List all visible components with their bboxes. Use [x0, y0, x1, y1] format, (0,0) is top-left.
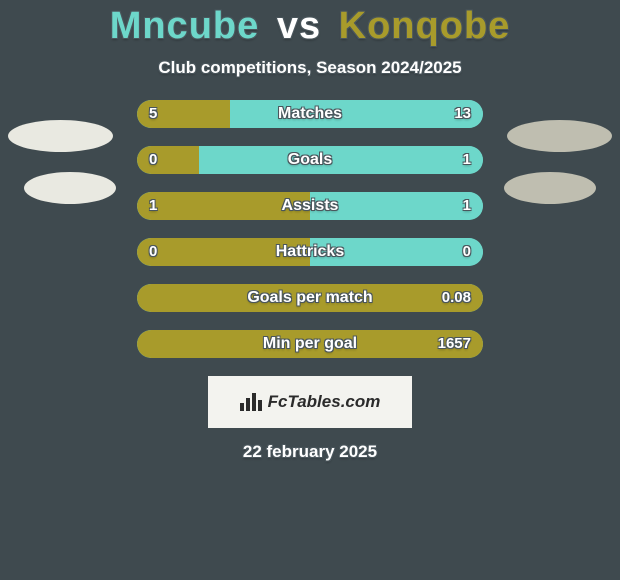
stat-label: Hattricks: [137, 238, 483, 266]
stat-label: Min per goal: [137, 330, 483, 358]
stat-bar: 1657Min per goal: [137, 330, 483, 358]
footer-date: 22 february 2025: [0, 442, 620, 462]
comparison-infographic: Mncube vs Konqobe Club competitions, Sea…: [0, 0, 620, 580]
bars-chart-icon: [240, 393, 262, 411]
brand-badge: FcTables.com: [208, 376, 412, 428]
page-title: Mncube vs Konqobe: [0, 0, 620, 48]
title-vs: vs: [277, 5, 321, 47]
brand-badge-text: FcTables.com: [268, 392, 381, 412]
page-subtitle: Club competitions, Season 2024/2025: [0, 58, 620, 78]
stat-bar: 0.08Goals per match: [137, 284, 483, 312]
stat-bar: 00Hattricks: [137, 238, 483, 266]
stat-label: Goals per match: [137, 284, 483, 312]
stat-bar: 513Matches: [137, 100, 483, 128]
stat-label: Assists: [137, 192, 483, 220]
decor-ellipse-left-1: [8, 120, 113, 152]
decor-ellipse-right-2: [504, 172, 596, 204]
stat-label: Matches: [137, 100, 483, 128]
comparison-bars: 513Matches 01Goals 11Assists 00Hattricks 0.0…: [137, 100, 483, 358]
decor-ellipse-right-1: [507, 120, 612, 152]
stat-label: Goals: [137, 146, 483, 174]
title-player-right: Konqobe: [339, 5, 511, 47]
decor-ellipse-left-2: [24, 172, 116, 204]
title-player-left: Mncube: [110, 5, 260, 47]
stat-bar: 11Assists: [137, 192, 483, 220]
stat-bar: 01Goals: [137, 146, 483, 174]
